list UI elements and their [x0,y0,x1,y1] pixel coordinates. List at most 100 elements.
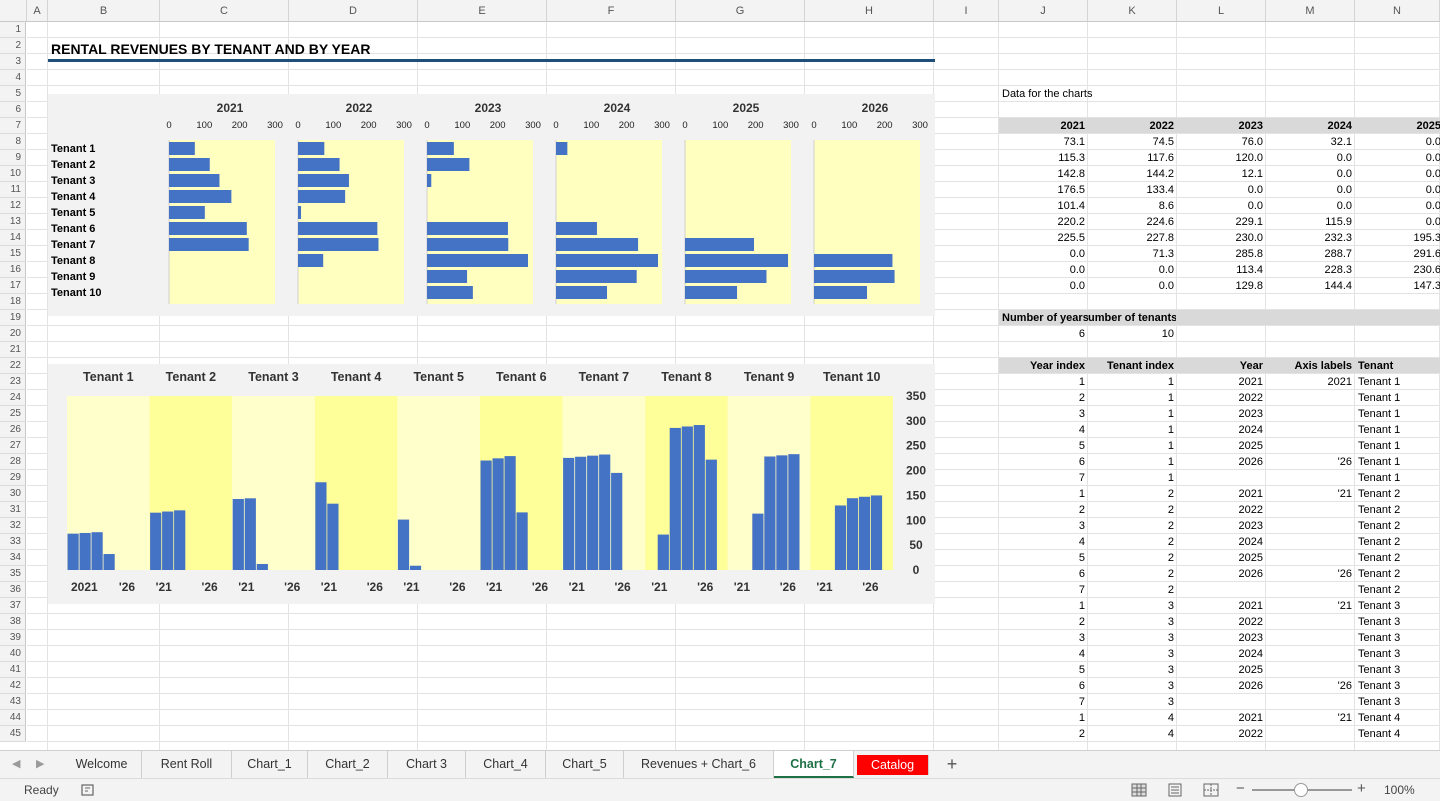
index-cell[interactable]: '21 [1337,712,1352,724]
index-cell[interactable]: 2 [1078,392,1085,404]
index-header[interactable]: Axis labels [1294,360,1352,372]
column-header[interactable]: H [805,0,934,22]
index-cell[interactable]: 1 [1078,600,1085,612]
row-header[interactable]: 22 [0,358,26,374]
data-cell[interactable]: 142.8 [1057,168,1085,180]
data-cell[interactable]: 0.0 [1247,184,1263,196]
row-header[interactable]: 6 [0,102,26,118]
row-header[interactable]: 5 [0,86,26,102]
index-cell[interactable]: Tenant 1 [1358,392,1401,404]
data-cell[interactable]: 220.2 [1057,216,1085,228]
data-cell[interactable]: 0.0 [1425,152,1440,164]
data-cell[interactable]: 73.1 [1063,136,1085,148]
index-cell[interactable]: 1 [1167,376,1174,388]
index-cell[interactable]: Tenant 2 [1358,504,1401,516]
row-header[interactable]: 7 [0,118,26,134]
index-cell[interactable]: 3 [1167,664,1174,676]
row-header[interactable]: 34 [0,550,26,566]
index-cell[interactable]: '21 [1337,600,1352,612]
zoom-slider-thumb[interactable] [1294,783,1308,797]
data-cell[interactable]: 12.1 [1241,168,1263,180]
row-header[interactable]: 11 [0,182,26,198]
data-cell[interactable]: 232.3 [1324,232,1352,244]
row-header[interactable]: 37 [0,598,26,614]
page-layout-icon[interactable] [1167,783,1183,797]
data-cell[interactable]: 224.6 [1146,216,1174,228]
data-cell[interactable]: 0.0 [1336,168,1352,180]
row-header[interactable]: 23 [0,374,26,390]
index-cell[interactable]: Tenant 3 [1358,664,1401,676]
data-cell[interactable]: 133.4 [1146,184,1174,196]
data-cell[interactable]: 71.3 [1152,248,1174,260]
row-header[interactable]: 44 [0,710,26,726]
data-cell[interactable]: 285.8 [1235,248,1263,260]
page-break-icon[interactable] [1203,783,1219,797]
index-cell[interactable]: Tenant 1 [1358,376,1401,388]
index-cell[interactable]: 5 [1078,440,1085,452]
zoom-in-icon[interactable]: + [1357,780,1366,797]
index-cell[interactable]: 2026 [1238,680,1263,692]
index-cell[interactable]: 2021 [1238,712,1263,724]
data-cell[interactable]: 0.0 [1336,184,1352,196]
data-cell[interactable]: 101.4 [1057,200,1085,212]
row-header[interactable]: 24 [0,390,26,406]
tab-chart-3[interactable]: Chart 3 [388,751,466,778]
index-cell[interactable]: 2 [1167,536,1174,548]
index-cell[interactable]: Tenant 3 [1358,616,1401,628]
index-cell[interactable]: 2 [1167,520,1174,532]
index-cell[interactable]: 3 [1167,632,1174,644]
index-cell[interactable]: Tenant 1 [1358,472,1401,484]
row-header[interactable]: 9 [0,150,26,166]
row-header[interactable]: 43 [0,694,26,710]
data-caption[interactable]: Data for the charts [1002,88,1093,100]
select-all-corner[interactable] [0,0,27,22]
index-cell[interactable]: Tenant 3 [1358,632,1401,644]
index-cell[interactable]: 2024 [1238,536,1263,548]
index-cell[interactable]: 2022 [1238,616,1263,628]
index-cell[interactable]: 5 [1078,664,1085,676]
index-cell[interactable]: Tenant 1 [1358,424,1401,436]
column-header[interactable]: K [1088,0,1177,22]
column-header[interactable]: M [1266,0,1355,22]
data-cell[interactable]: 0.0 [1158,280,1174,292]
index-header[interactable]: Tenant index [1106,360,1174,372]
index-cell[interactable]: Tenant 2 [1358,488,1401,500]
grouped-column-chart[interactable]: Tenant 1 2021 '26 Tenant 2 '21 '26 Tenant 3 '21… [48,364,935,604]
index-cell[interactable]: 1 [1167,424,1174,436]
row-header[interactable]: 3 [0,54,26,70]
index-cell[interactable]: Tenant 1 [1358,408,1401,420]
zoom-out-icon[interactable]: − [1236,780,1245,797]
row-header[interactable]: 38 [0,614,26,630]
index-cell[interactable]: 3 [1078,632,1085,644]
data-cell[interactable]: 147.3 [1413,280,1440,292]
column-header[interactable]: G [676,0,805,22]
index-cell[interactable]: 2021 [1238,376,1263,388]
index-cell[interactable]: 2026 [1238,568,1263,580]
data-cell[interactable]: 228.3 [1324,264,1352,276]
data-cell[interactable]: 0.0 [1158,264,1174,276]
row-header[interactable]: 41 [0,662,26,678]
data-cell[interactable]: 8.6 [1158,200,1174,212]
row-header[interactable]: 39 [0,630,26,646]
tab-chart-4[interactable]: Chart_4 [466,751,546,778]
index-cell[interactable]: 1 [1078,488,1085,500]
data-header[interactable]: 2023 [1238,120,1263,132]
index-cell[interactable]: Tenant 2 [1358,584,1401,596]
column-header[interactable]: A [27,0,48,22]
row-header[interactable]: 2 [0,38,26,54]
row-header[interactable]: 30 [0,486,26,502]
data-cell[interactable]: 144.4 [1324,280,1352,292]
index-cell[interactable]: Tenant 3 [1358,600,1401,612]
row-header[interactable]: 28 [0,454,26,470]
row-header[interactable]: 14 [0,230,26,246]
index-cell[interactable]: 2024 [1238,648,1263,660]
index-cell[interactable]: 2026 [1238,456,1263,468]
index-header[interactable]: Year index [1029,360,1085,372]
index-cell[interactable]: 3 [1167,600,1174,612]
data-header[interactable]: 2021 [1060,120,1085,132]
data-cell[interactable]: 120.0 [1235,152,1263,164]
data-cell[interactable]: 0.0 [1247,200,1263,212]
index-cell[interactable]: 3 [1167,680,1174,692]
index-cell[interactable]: Tenant 3 [1358,648,1401,660]
index-cell[interactable]: 7 [1078,696,1085,708]
